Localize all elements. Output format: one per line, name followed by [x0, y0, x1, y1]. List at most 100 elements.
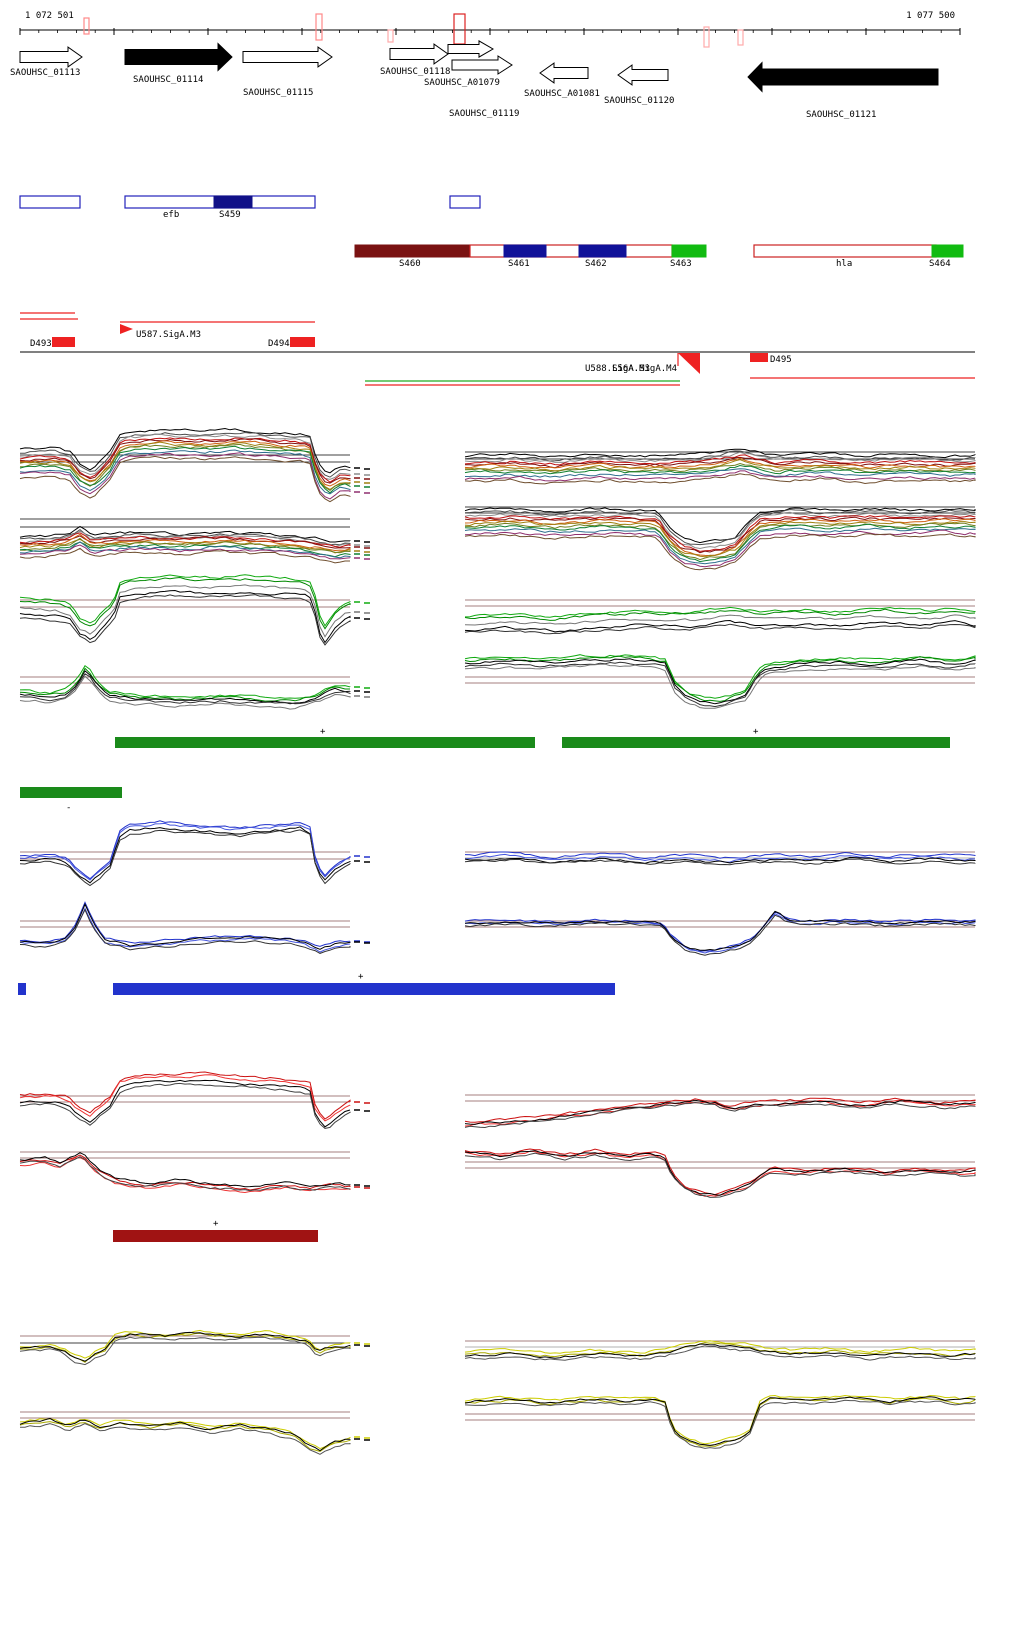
tss-flag[interactable]	[120, 324, 133, 334]
expression-line	[464, 533, 976, 571]
expression-line	[465, 1396, 976, 1447]
gene-label: SAOUHSC_01119	[449, 109, 519, 119]
expression-row-left-yellow-1	[19, 1329, 370, 1366]
coordinate-ruler: 1 072 501 1 077 500	[19, 11, 961, 48]
expression-line	[464, 507, 976, 544]
expression-line	[464, 523, 976, 563]
expression-line	[19, 449, 351, 495]
expression-line	[19, 537, 351, 554]
expression-line	[464, 515, 976, 552]
expression-line	[19, 1079, 351, 1128]
expression-line	[19, 528, 351, 546]
expression-line	[464, 623, 976, 635]
ruler-tss-box[interactable]	[83, 17, 90, 35]
feature-label: U587.SigA.M3	[136, 330, 201, 340]
segment-box[interactable]	[449, 195, 481, 209]
strand-bar[interactable]	[18, 983, 26, 995]
segment-box[interactable]	[469, 244, 673, 258]
expression-line	[19, 445, 351, 494]
expression-tracks	[19, 427, 976, 1455]
expression-line	[464, 910, 976, 951]
feature-label: D493	[30, 339, 52, 349]
expression-line	[19, 1154, 351, 1191]
gene-arrow[interactable]	[451, 55, 513, 75]
ruler-tss-box[interactable]	[315, 13, 323, 41]
segment-box[interactable]	[213, 195, 253, 209]
ruler-tss-box[interactable]	[387, 29, 394, 43]
ruler-tss-box[interactable]	[737, 29, 744, 46]
expression-line	[19, 826, 351, 884]
expression-line	[464, 470, 976, 482]
gene-arrow[interactable]	[389, 43, 449, 65]
expression-row-left-blue-1	[19, 820, 370, 887]
expression-line	[464, 608, 976, 621]
expression-line	[464, 520, 976, 558]
expression-line	[464, 459, 976, 472]
tss-flag[interactable]	[678, 353, 700, 374]
segment-box[interactable]	[503, 244, 547, 258]
expression-line	[464, 462, 976, 473]
segment-box[interactable]	[354, 244, 471, 258]
ruler-tss-box[interactable]	[453, 13, 466, 45]
strand-bar[interactable]	[113, 1230, 318, 1242]
gene-arrow[interactable]	[447, 40, 494, 58]
segment-box[interactable]	[753, 244, 937, 258]
expression-line	[19, 1421, 351, 1452]
terminator-marker[interactable]	[52, 337, 75, 347]
strand-sign: +	[320, 727, 326, 737]
segment-box[interactable]	[931, 244, 964, 258]
expression-row-left-red-1	[19, 1071, 370, 1129]
expression-line	[464, 619, 976, 633]
gene-arrow[interactable]	[242, 46, 333, 68]
expression-line	[19, 1074, 351, 1122]
expression-line	[464, 913, 976, 954]
segment-box[interactable]	[19, 195, 81, 209]
expression-line	[19, 1152, 351, 1188]
expression-line	[464, 663, 976, 709]
gene-arrow[interactable]	[539, 62, 589, 84]
expression-line	[19, 903, 351, 950]
terminator-marker[interactable]	[750, 353, 768, 362]
ruler-start-label: 1 072 501	[25, 11, 74, 21]
expression-line	[464, 516, 976, 554]
gene-arrow[interactable]	[19, 46, 83, 68]
expression-line	[19, 431, 351, 478]
strand-bar[interactable]	[20, 787, 122, 798]
expression-row-right-yellow-2	[464, 1394, 976, 1449]
segment-box[interactable]	[671, 244, 707, 258]
gene-arrow[interactable]	[747, 61, 939, 93]
strand-bar[interactable]	[115, 737, 535, 748]
expression-line	[19, 664, 351, 699]
expression-line	[464, 654, 976, 699]
gene-arrow[interactable]	[617, 64, 669, 86]
expression-line	[19, 829, 351, 887]
segment-label: S464	[929, 259, 951, 269]
expression-line	[464, 1394, 976, 1445]
segment-label: S460	[399, 259, 421, 269]
segment-label: S463	[670, 259, 692, 269]
expression-line	[464, 473, 976, 485]
expression-row-left-green-1	[19, 574, 370, 646]
gene-label: SAOUHSC_01118	[380, 67, 450, 77]
expression-line	[19, 544, 351, 560]
expression-line	[464, 1340, 976, 1354]
expression-line	[19, 1071, 351, 1120]
expression-line	[464, 914, 976, 956]
expression-line	[464, 1099, 976, 1125]
expression-line	[464, 1101, 976, 1129]
expression-line	[464, 450, 976, 462]
expression-line	[464, 851, 976, 860]
ruler-tss-box[interactable]	[703, 26, 710, 48]
expression-row-right-all-1	[464, 448, 976, 485]
expression-line	[464, 1150, 976, 1197]
expression-line	[19, 673, 351, 705]
segment-box[interactable]	[578, 244, 627, 258]
gene-arrow[interactable]	[124, 42, 233, 72]
strand-bar[interactable]	[113, 983, 615, 995]
expression-line	[19, 547, 350, 564]
terminator-marker[interactable]	[290, 337, 315, 347]
expression-line	[464, 1152, 976, 1198]
expression-line	[19, 427, 351, 474]
expression-line	[19, 822, 351, 881]
strand-bar[interactable]	[562, 737, 950, 748]
